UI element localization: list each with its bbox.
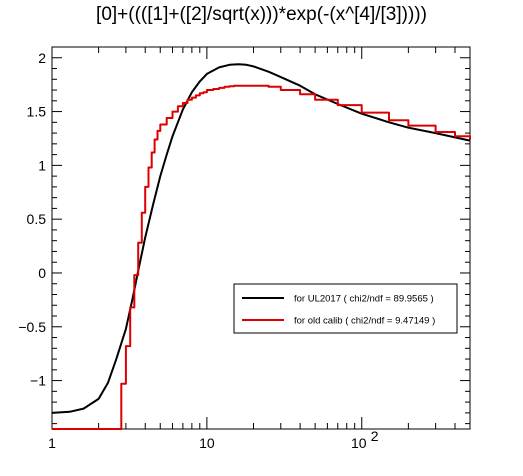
y-tick-label: 0 xyxy=(38,265,46,281)
axis-ticks xyxy=(51,46,471,429)
legend-box xyxy=(233,283,458,334)
x-tick-exponent: 2 xyxy=(371,428,379,444)
legend: for UL2017 ( chi2/ndf = 89.9565 ) for old… xyxy=(233,283,458,334)
y-tick-label: −1 xyxy=(30,373,46,389)
y-tick-label: 1 xyxy=(38,157,46,173)
y-tick-label: 2 xyxy=(38,50,46,66)
legend-label-2: for old calib ( chi2/ndf = 9.47149 ) xyxy=(294,316,435,327)
chart-title: [0]+((([1]+([2]/sqrt(x)))*exp(-(x^[4]/[3… xyxy=(96,4,427,25)
y-tick-label: 1.5 xyxy=(27,104,47,120)
tick-labels: −1−0.500.511.521 10 10 2 xyxy=(18,50,378,451)
x-tick-label: 10 xyxy=(199,435,215,451)
y-tick-label: 0.5 xyxy=(27,211,47,227)
y-tick-label: −0.5 xyxy=(18,319,46,335)
x-tick-label: 1 xyxy=(48,435,56,451)
legend-label-1: for UL2017 ( chi2/ndf = 89.9565 ) xyxy=(294,294,434,305)
plot-frame xyxy=(51,46,471,430)
series-line-1 xyxy=(51,63,471,414)
x-tick-label: 10 xyxy=(351,435,367,451)
series-line-2 xyxy=(52,84,471,430)
series-layer xyxy=(51,63,471,430)
